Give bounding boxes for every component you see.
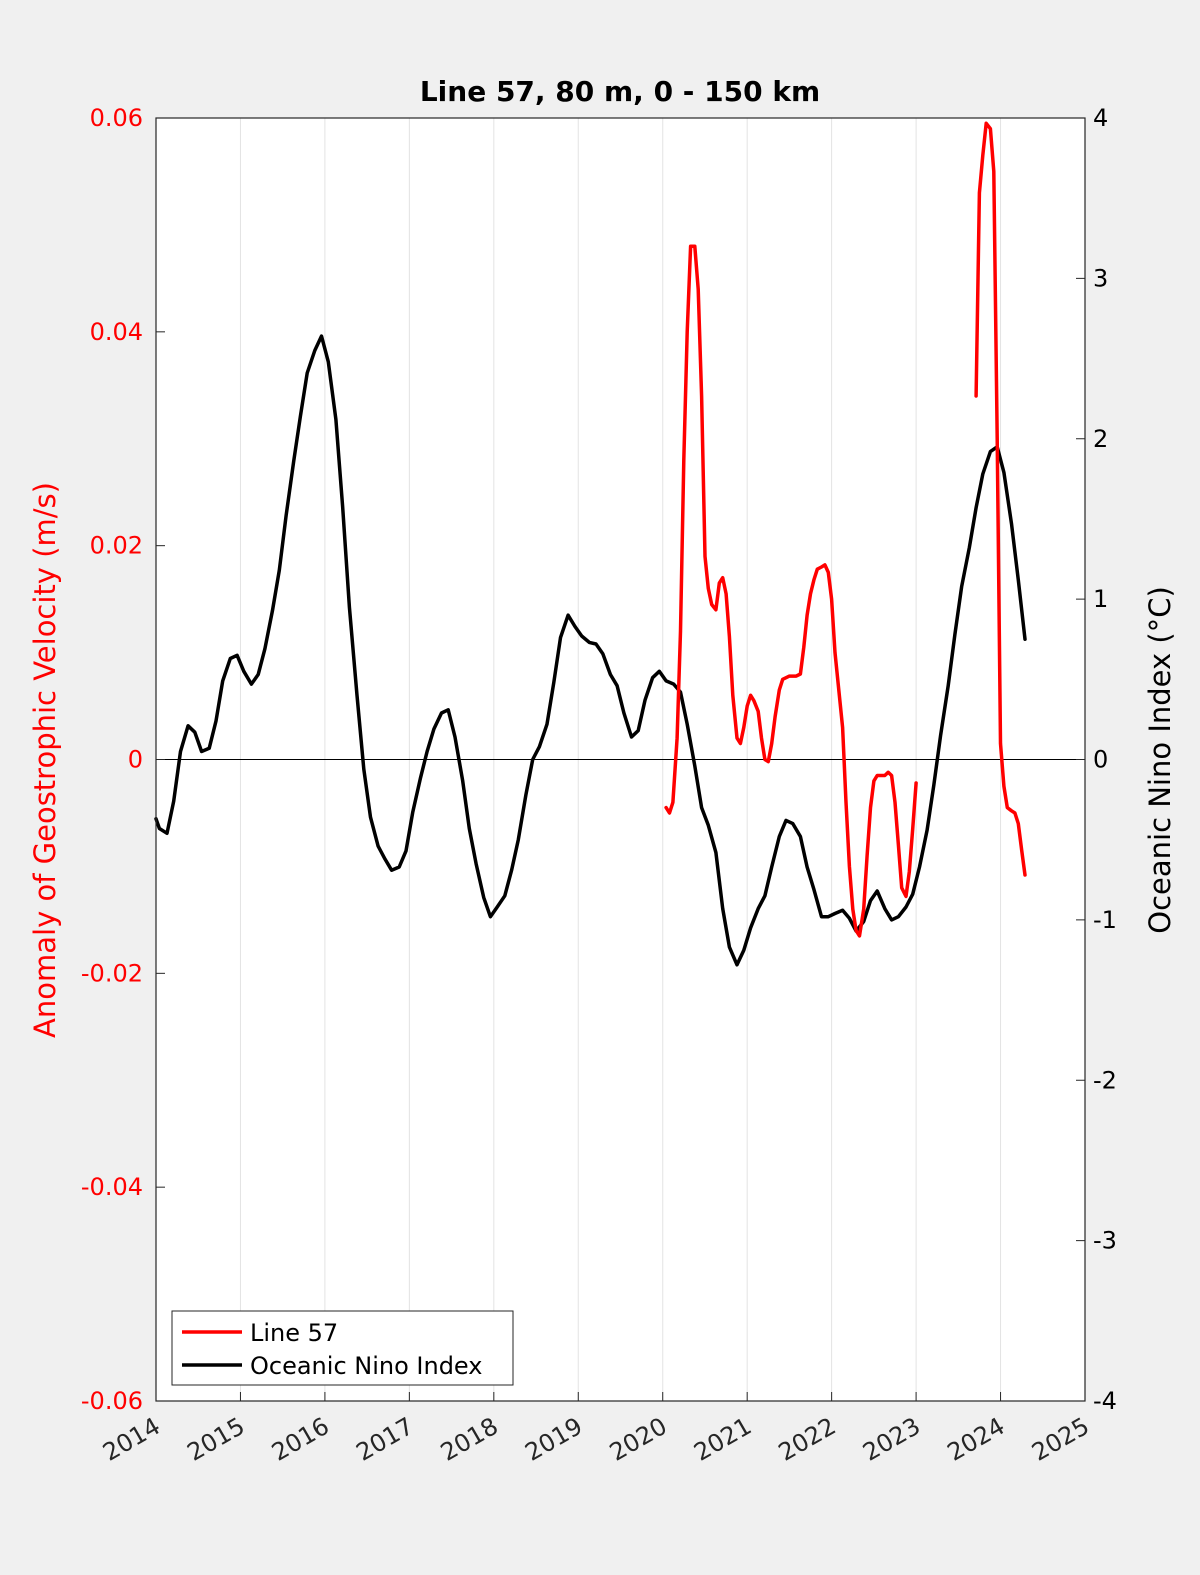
series-line-line57: [974, 121, 1027, 877]
y-right-tick-label: -3: [1093, 1227, 1117, 1255]
y-right-tick-label: -2: [1093, 1066, 1117, 1094]
legend-label-line57: Line 57: [250, 1319, 338, 1347]
y-left-tick-label: 0.02: [90, 532, 143, 560]
y-right-tick-label: 4: [1093, 104, 1108, 132]
legend-label-oni: Oceanic Nino Index: [250, 1352, 482, 1380]
y-left-tick-label: -0.06: [81, 1387, 143, 1415]
series-line-oni: [154, 334, 1027, 967]
y-right-tick-label: -1: [1093, 906, 1117, 934]
y-right-tick-label: 3: [1093, 264, 1108, 292]
chart-title: Line 57, 80 m, 0 - 150 km: [420, 75, 820, 108]
y-right-tick-label: 2: [1093, 425, 1108, 453]
series-line-line57: [664, 244, 918, 938]
series-layer: [154, 121, 1027, 967]
y-left-tick-label: 0: [128, 746, 143, 774]
y-left-tick-label: 0.04: [90, 318, 143, 346]
y-axis-right-title: Oceanic Nino Index (°C): [1143, 586, 1177, 934]
y-right-tick-label: -4: [1093, 1387, 1117, 1415]
y-left-tick-label: -0.02: [81, 959, 143, 987]
y-left-tick-label: 0.06: [90, 104, 143, 132]
y-left-tick-label: -0.04: [81, 1173, 143, 1201]
y-right-tick-label: 0: [1093, 746, 1108, 774]
y-right-tick-label: 1: [1093, 585, 1108, 613]
legend-box: [171, 1310, 514, 1386]
legend: Line 57 Oceanic Nino Index: [171, 1310, 514, 1386]
y-axis-left-title: Anomaly of Geostrophic Velocity (m/s): [28, 482, 62, 1038]
